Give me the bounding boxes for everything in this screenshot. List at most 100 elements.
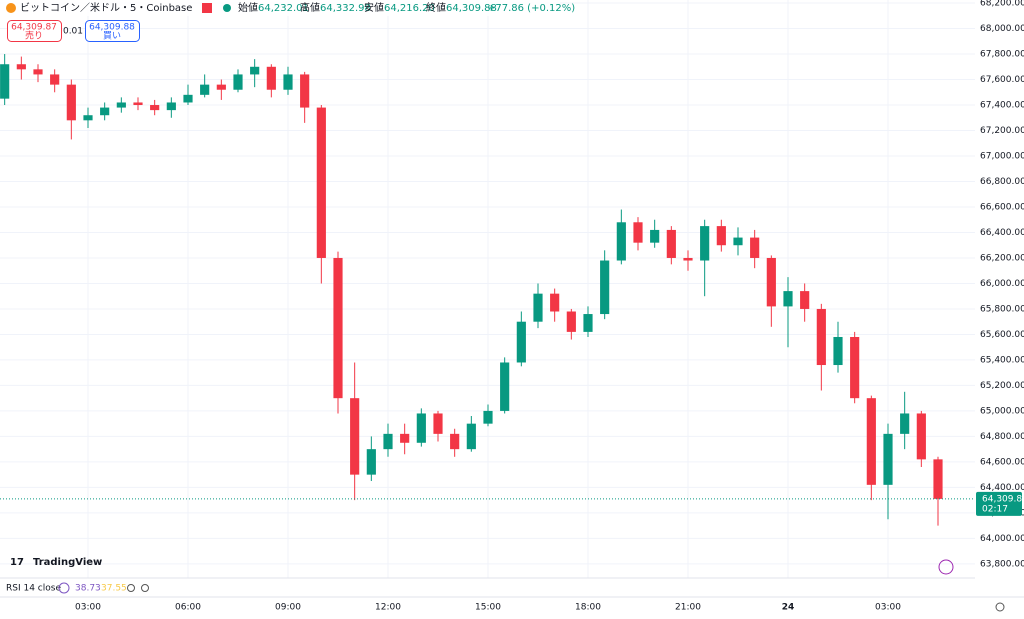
candle-body [533, 293, 543, 322]
status-dot [223, 4, 231, 12]
candle-body [16, 64, 26, 70]
candle-body [433, 413, 443, 434]
candle-body [800, 291, 810, 309]
x-tick-label: 12:00 [375, 603, 401, 613]
x-tick-label: 21:00 [675, 603, 701, 613]
candle-body [600, 260, 610, 315]
countdown: 02:17 [982, 504, 1008, 514]
candle-body [316, 107, 326, 258]
y-tick-label: 67,600.00 [980, 75, 1024, 85]
buy-button[interactable] [85, 20, 140, 42]
candle-body [33, 69, 43, 75]
x-tick-label: 03:00 [875, 603, 901, 613]
candle-body [483, 410, 493, 424]
candle-body [416, 413, 426, 443]
high-value: 64,332.98 [320, 3, 371, 14]
open-label: 始値 [238, 1, 258, 14]
candle-body [783, 291, 793, 307]
y-tick-label: 67,800.00 [980, 50, 1024, 60]
candle-body [150, 105, 160, 111]
candle-body [100, 107, 110, 116]
close-label: 終値 [426, 1, 446, 14]
low-label: 安値 [364, 1, 384, 14]
y-tick-label: 66,000.00 [980, 279, 1024, 289]
flag-icon[interactable] [202, 3, 212, 13]
candle-body [266, 66, 276, 90]
candle-body [233, 74, 243, 90]
change-value: +77.86 (+0.12%) [487, 3, 575, 14]
last-price-tag [976, 491, 1022, 516]
x-tick-label: 06:00 [175, 603, 201, 613]
candle-body [383, 433, 393, 450]
logo-mark: 17 [10, 557, 24, 568]
rsi-icon[interactable] [58, 582, 70, 594]
y-tick-label: 68,000.00 [980, 24, 1024, 34]
y-tick-label: 65,000.00 [980, 406, 1024, 416]
candle-body [916, 413, 926, 460]
candle-body [850, 336, 860, 399]
candle-body [50, 74, 60, 85]
candle-body [300, 74, 310, 108]
candle-body [250, 66, 260, 75]
alert-icon[interactable] [938, 559, 954, 575]
last-price-label: 64,309.88 [982, 494, 1024, 504]
x-tick-label: 24 [782, 603, 795, 613]
candle-body [650, 229, 660, 243]
close-value: 64,309.88 [446, 3, 497, 14]
candle-body [933, 459, 943, 499]
candle-body [733, 237, 743, 246]
candle-body [216, 84, 226, 90]
candle-body [83, 115, 93, 121]
candle-body [750, 237, 760, 258]
candle-body [166, 102, 176, 111]
candle-body [700, 226, 710, 261]
candle-body [666, 229, 676, 258]
candle-body [0, 64, 10, 99]
rsi-signal: 37.55 [101, 584, 127, 594]
candle-body [683, 257, 693, 261]
candle-body [516, 321, 526, 363]
rsi-value: 38.73 [75, 584, 101, 594]
candle-body [616, 222, 626, 261]
sell-button[interactable] [7, 20, 62, 42]
y-tick-label: 63,800.00 [980, 559, 1024, 569]
y-tick-label: 66,800.00 [980, 177, 1024, 187]
y-tick-label: 66,200.00 [980, 253, 1024, 263]
x-tick-label: 03:00 [75, 603, 101, 613]
y-tick-label: 65,800.00 [980, 304, 1024, 314]
rsi-name: RSI 14 close [6, 584, 61, 594]
symbol: ビットコイン／米ドル・5・Coinbase [20, 1, 192, 14]
y-tick-label: 67,000.00 [980, 152, 1024, 162]
candle-body [366, 449, 376, 475]
y-tick-label: 65,200.00 [980, 381, 1024, 391]
y-tick-label: 67,200.00 [980, 126, 1024, 136]
y-tick-label: 64,800.00 [980, 432, 1024, 442]
watermark: TradingView [33, 557, 102, 568]
hide-icon[interactable] [127, 584, 135, 592]
y-tick-label: 66,400.00 [980, 228, 1024, 238]
candle-body [866, 398, 876, 485]
y-tick-label: 67,400.00 [980, 101, 1024, 111]
settings-icon[interactable] [141, 584, 149, 592]
y-tick-label: 64,600.00 [980, 457, 1024, 467]
open-value: 64,232.01 [258, 3, 309, 14]
high-label: 高値 [300, 1, 320, 14]
legend-bg [0, 0, 560, 16]
candle-body [183, 94, 193, 103]
candle-body [900, 413, 910, 434]
buy-price: 64,309.88 [89, 23, 135, 33]
y-tick-label: 65,600.00 [980, 330, 1024, 340]
candle-body [550, 293, 560, 312]
candle-body [283, 74, 293, 90]
y-tick-label: 68,200.00 [980, 0, 1024, 9]
candle-body [716, 226, 726, 246]
time-settings-icon[interactable] [995, 602, 1005, 612]
x-tick-label: 18:00 [575, 603, 601, 613]
candle-body [66, 84, 76, 121]
candle-body [566, 311, 576, 332]
buy-label: 買い [103, 31, 121, 42]
candle-body [200, 84, 210, 95]
y-tick-label: 64,000.00 [980, 534, 1024, 544]
x-tick-label: 09:00 [275, 603, 301, 613]
